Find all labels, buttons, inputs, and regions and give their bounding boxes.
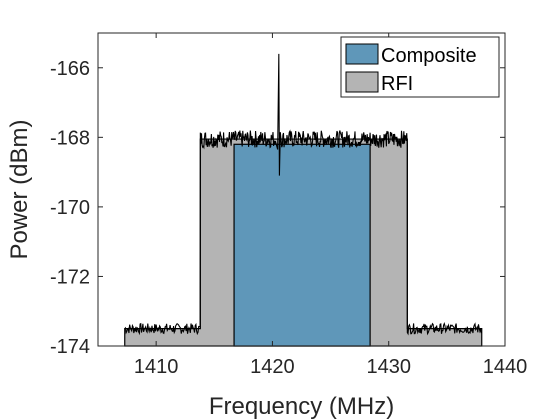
legend-label-rfi: RFI — [381, 73, 413, 95]
y-tick-label: -166 — [50, 58, 90, 80]
x-tick-label: 1430 — [366, 356, 411, 378]
y-tick-label: -168 — [50, 127, 90, 149]
series-trace-line — [124, 53, 482, 336]
series-composite-area — [233, 143, 371, 347]
y-tick-label: -172 — [50, 266, 90, 288]
tick-layer: 1410 1420 1430 1440 -174 -172 -170 -168 -166 — [50, 33, 527, 378]
y-tick-label: -170 — [50, 197, 90, 219]
legend-swatch-composite — [345, 43, 379, 65]
y-tick-label: -174 — [50, 336, 90, 358]
x-tick-label: 1420 — [250, 356, 295, 378]
x-tick-label: 1440 — [483, 356, 528, 378]
legend-label-composite: Composite — [381, 45, 477, 67]
plot-frame — [97, 32, 506, 347]
legend: Composite RFI — [340, 36, 500, 98]
x-tick-label: 1410 — [134, 356, 179, 378]
y-axis-label: Power (dBm) — [6, 119, 33, 259]
x-axis-label: Frequency (MHz) — [209, 393, 394, 420]
legend-swatch-rfi — [345, 71, 379, 93]
trace-layer — [124, 53, 482, 336]
